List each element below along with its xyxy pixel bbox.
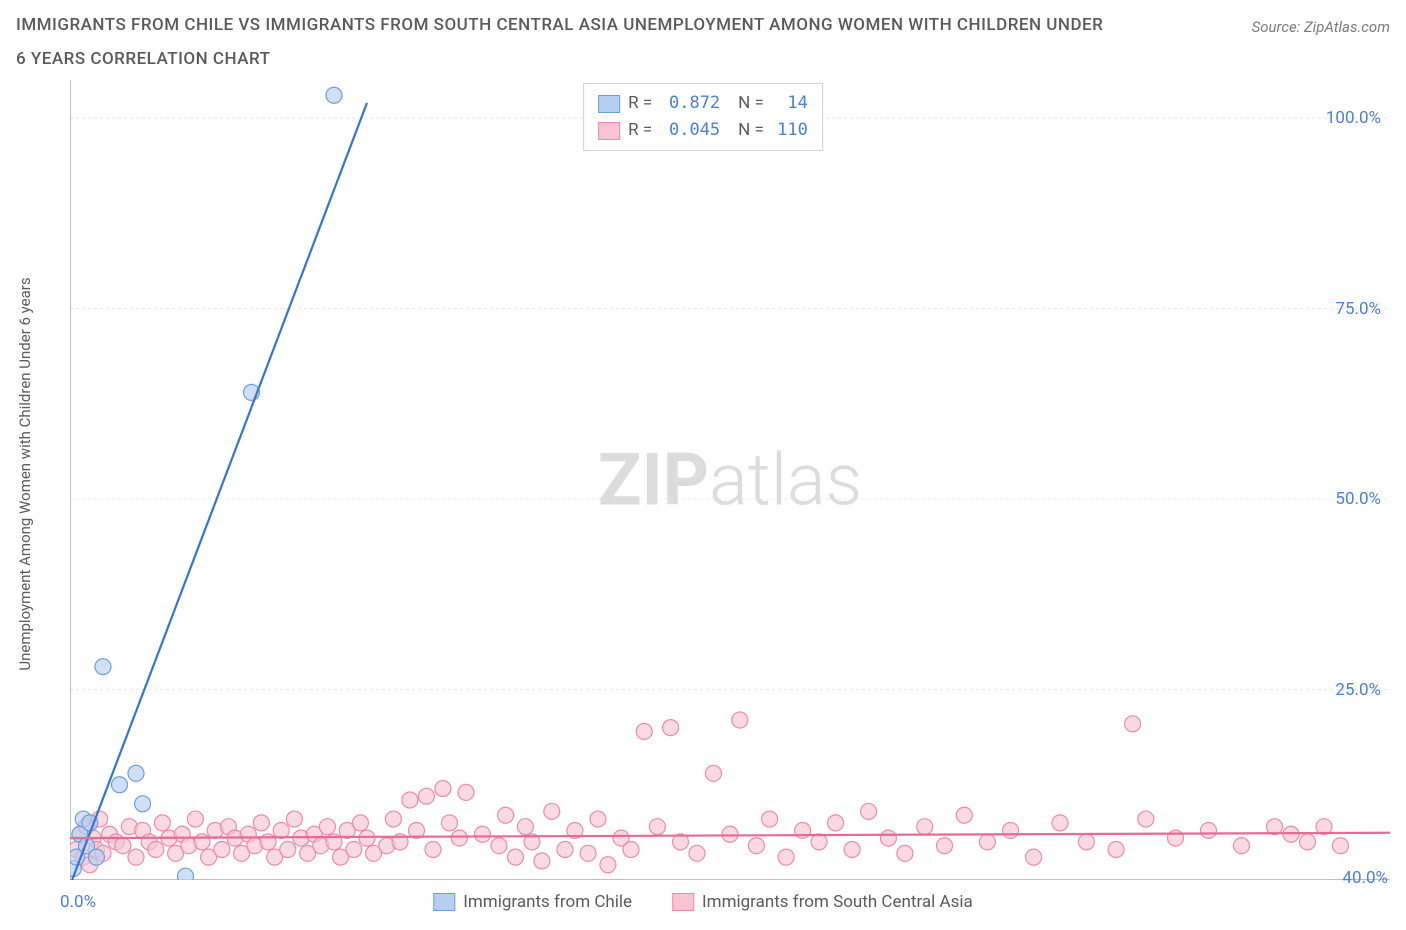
legend-series-label: Immigrants from Chile [463,892,632,912]
y-tick-label: 100.0% [1326,108,1381,128]
chart-source: Source: ZipAtlas.com [1252,18,1390,36]
legend-n-value: 110 [772,117,808,144]
legend-correlation: R = 0.872 N = 14 R = 0.045 N = 110 [583,83,823,151]
y-tick-label: 50.0% [1335,489,1381,509]
legend-correlation-row: R = 0.872 N = 14 [598,90,808,117]
legend-swatch [433,893,455,911]
x-axis-min-label: 0.0% [60,892,96,912]
chart-title: IMMIGRANTS FROM CHILE VS IMMIGRANTS FROM… [16,8,1116,76]
y-axis-label: Unemployment Among Women with Children U… [16,277,34,670]
legend-series: Immigrants from Chile Immigrants from So… [433,892,972,912]
legend-swatch [672,893,694,911]
legend-swatch [598,122,620,140]
legend-correlation-row: R = 0.045 N = 110 [598,117,808,144]
legend-r-value: 0.872 [660,90,720,117]
legend-series-item: Immigrants from South Central Asia [672,892,973,912]
legend-series-label: Immigrants from South Central Asia [702,892,973,912]
legend-n-value: 14 [772,90,808,117]
y-tick-label: 25.0% [1335,680,1381,700]
x-axis-max-label: 40.0% [1342,868,1388,888]
legend-n-label: N = [738,117,764,144]
legend-r-label: R = [628,90,652,117]
legend-swatch [598,95,620,113]
legend-r-value: 0.045 [660,117,720,144]
chart-svg [70,80,1390,880]
y-tick-label: 75.0% [1335,299,1381,319]
chart-plot-area: ZIPatlas [70,80,1390,880]
legend-r-label: R = [628,117,652,144]
legend-n-label: N = [738,90,764,117]
legend-series-item: Immigrants from Chile [433,892,632,912]
